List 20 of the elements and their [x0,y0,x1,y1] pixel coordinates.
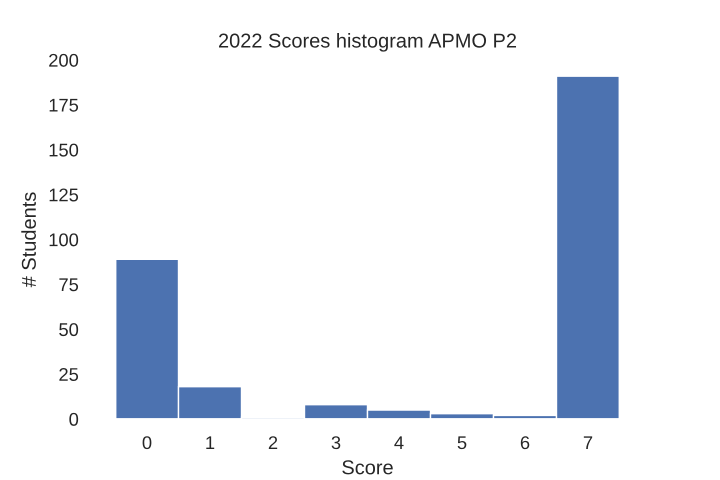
y-tick-label: 100 [50,233,78,246]
y-axis-title: # Students [21,192,36,288]
y-tick-label: 150 [50,144,78,157]
y-tick-label: 0 [69,412,78,426]
chart-title: 2022 Scores histogram APMO P2 [218,33,516,52]
y-tick-label: 175 [50,98,78,112]
x-tick-label: 0 [142,436,152,450]
x-tick-label: 2 [268,436,278,449]
y-tick-label: 50 [59,323,78,336]
x-tick-label: 1 [206,436,214,449]
y-tick-label: 25 [59,368,78,381]
y-tick-label: 125 [50,188,78,202]
y-tick-label: 200 [49,54,78,67]
x-axis-title: Score [342,460,393,474]
x-tick-label: 3 [332,436,340,450]
y-tick-label: 75 [59,278,78,292]
x-tick-label: 5 [458,436,466,450]
x-tick-label: 6 [520,436,530,450]
x-tick-label: 4 [394,436,404,449]
x-tick-label: 7 [584,436,592,449]
